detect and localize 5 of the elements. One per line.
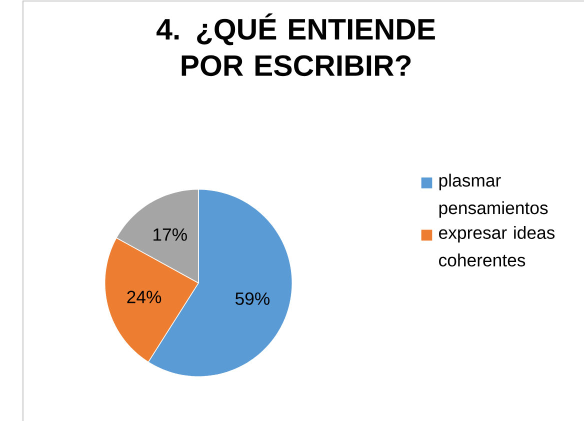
legend-label: expresar ideas coherentes <box>439 226 555 266</box>
data-label: 17% <box>154 228 187 241</box>
data-label: 59% <box>235 292 270 305</box>
chart-title: 4. ¿QUÉ ENTIENDE POR ESCRIBIR? <box>156 13 435 76</box>
data-label: 24% <box>127 290 162 304</box>
